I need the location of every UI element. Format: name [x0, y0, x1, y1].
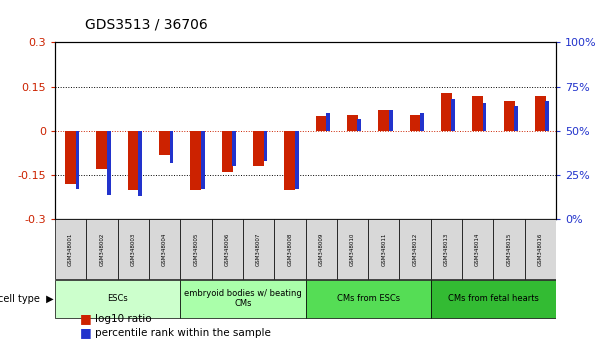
Text: GDS3513 / 36706: GDS3513 / 36706: [86, 18, 208, 32]
Text: CMs from fetal hearts: CMs from fetal hearts: [448, 294, 539, 303]
Bar: [441, 93, 452, 131]
Bar: [232, 131, 236, 166]
Bar: [326, 113, 330, 131]
Bar: [525, 219, 556, 279]
Bar: [347, 115, 358, 131]
Text: GSM348002: GSM348002: [100, 233, 104, 266]
Bar: [409, 115, 420, 131]
Bar: [431, 280, 556, 318]
Bar: [493, 219, 525, 279]
Bar: [211, 219, 243, 279]
Text: embryoid bodies w/ beating
CMs: embryoid bodies w/ beating CMs: [184, 289, 302, 308]
Text: GSM348015: GSM348015: [507, 233, 511, 266]
Bar: [483, 103, 486, 131]
Bar: [316, 116, 327, 131]
Bar: [452, 99, 455, 131]
Text: GSM348016: GSM348016: [538, 233, 543, 266]
Bar: [55, 219, 86, 279]
Bar: [55, 280, 180, 318]
Bar: [462, 219, 494, 279]
Bar: [263, 131, 267, 161]
Text: log10 ratio: log10 ratio: [95, 314, 152, 324]
Text: GSM348004: GSM348004: [162, 233, 167, 266]
Text: GSM348010: GSM348010: [350, 233, 355, 266]
Bar: [535, 96, 546, 131]
Bar: [149, 219, 180, 279]
Text: GSM348009: GSM348009: [319, 233, 324, 266]
Text: GSM348006: GSM348006: [225, 233, 230, 266]
Text: ■: ■: [79, 326, 91, 339]
Text: GSM348001: GSM348001: [68, 233, 73, 266]
Bar: [170, 131, 174, 163]
Bar: [420, 113, 424, 131]
Bar: [201, 131, 205, 189]
Text: CMs from ESCs: CMs from ESCs: [337, 294, 400, 303]
Bar: [107, 131, 111, 195]
Text: percentile rank within the sample: percentile rank within the sample: [95, 328, 271, 338]
Bar: [546, 101, 549, 131]
Bar: [97, 131, 108, 169]
Bar: [389, 110, 392, 131]
Bar: [274, 219, 306, 279]
Bar: [400, 219, 431, 279]
Bar: [76, 131, 79, 189]
Bar: [243, 219, 274, 279]
Text: ■: ■: [79, 312, 91, 325]
Bar: [378, 110, 389, 131]
Text: GSM348005: GSM348005: [194, 233, 199, 266]
Bar: [117, 219, 149, 279]
Bar: [357, 119, 361, 131]
Bar: [253, 131, 264, 166]
Bar: [514, 106, 518, 131]
Bar: [191, 131, 202, 190]
Bar: [472, 96, 483, 131]
Bar: [503, 102, 514, 131]
Bar: [295, 131, 299, 189]
Bar: [180, 280, 306, 318]
Bar: [431, 219, 462, 279]
Text: GSM348008: GSM348008: [287, 233, 292, 266]
Bar: [284, 131, 295, 190]
Bar: [180, 219, 211, 279]
Bar: [306, 219, 337, 279]
Text: GSM348007: GSM348007: [256, 233, 261, 266]
Bar: [337, 219, 368, 279]
Bar: [65, 131, 76, 184]
Bar: [306, 280, 431, 318]
Bar: [159, 131, 170, 155]
Text: GSM348014: GSM348014: [475, 233, 480, 266]
Bar: [222, 131, 233, 172]
Bar: [128, 131, 139, 190]
Bar: [86, 219, 117, 279]
Text: GSM348011: GSM348011: [381, 233, 386, 266]
Text: ESCs: ESCs: [108, 294, 128, 303]
Text: GSM348013: GSM348013: [444, 233, 449, 266]
Text: GSM348012: GSM348012: [412, 233, 417, 266]
Text: cell type  ▶: cell type ▶: [0, 294, 53, 304]
Bar: [368, 219, 400, 279]
Bar: [138, 131, 142, 196]
Text: GSM348003: GSM348003: [131, 233, 136, 266]
